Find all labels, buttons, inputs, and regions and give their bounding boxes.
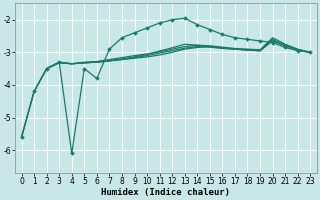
X-axis label: Humidex (Indice chaleur): Humidex (Indice chaleur) [101, 188, 230, 197]
